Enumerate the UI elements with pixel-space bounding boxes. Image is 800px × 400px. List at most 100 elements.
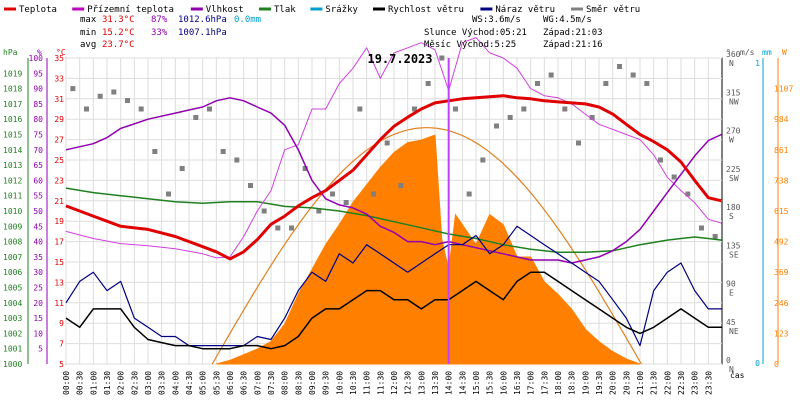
humidity-tick: 80 <box>33 115 43 124</box>
pressure-tick: 1015 <box>3 131 22 140</box>
direction-tick-value: 135 <box>726 241 741 250</box>
x-tick-label: 14:30 <box>458 371 467 395</box>
stats-avg-temp: 23.7°C <box>102 40 135 50</box>
wind-direction-point <box>644 81 650 86</box>
pressure-tick: 1019 <box>3 69 22 78</box>
wind-direction-point <box>398 183 404 188</box>
x-tick-label: 16:30 <box>513 371 522 395</box>
x-tick-label: 04:00 <box>171 371 180 395</box>
wind-direction-point <box>562 106 568 112</box>
wind-direction-point <box>275 225 281 231</box>
temp-tick: 25 <box>54 156 64 165</box>
astro-moon-set: Západ:21:16 <box>543 40 603 50</box>
humidity-tick: 30 <box>33 268 43 277</box>
direction-tick-value: 225 <box>726 165 741 174</box>
wind-direction-point <box>220 149 226 154</box>
wind-direction-point <box>343 200 349 205</box>
wind-direction-point <box>425 81 431 86</box>
x-tick-label: 03:30 <box>158 371 167 395</box>
x-tick-label: 22:30 <box>677 371 686 395</box>
x-tick-label: 09:00 <box>308 371 317 395</box>
pressure-unit: hPa <box>3 48 18 57</box>
humidity-tick: 70 <box>33 146 43 155</box>
legend-label-gust: Náraz větru <box>495 5 555 15</box>
x-tick-label: 01:30 <box>103 371 112 395</box>
pressure-tick: 1011 <box>3 192 22 201</box>
wind-direction-point <box>207 106 212 112</box>
wind-tick: 1 <box>755 59 760 68</box>
x-tick-label: 03:00 <box>144 371 153 395</box>
x-tick-label: 13:30 <box>431 371 440 395</box>
x-tick-label: 05:30 <box>212 371 221 395</box>
x-tick-label: 15:00 <box>472 371 481 395</box>
humidity-tick: 65 <box>33 161 43 170</box>
x-tick-label: 04:30 <box>185 371 194 395</box>
wind-direction-point <box>261 208 267 214</box>
x-tick-label: 11:00 <box>363 371 372 395</box>
wind-direction-point <box>480 157 486 163</box>
stats-min-temp: 15.2°C <box>102 28 135 38</box>
x-axis-label: čas <box>730 370 745 380</box>
wind-direction-point <box>712 234 718 239</box>
humidity-tick: 100 <box>29 54 44 63</box>
x-tick-label: 21:00 <box>636 371 645 395</box>
temp-tick: 9 <box>59 319 64 328</box>
temp-unit: °C <box>56 48 66 57</box>
direction-tick-label: SW <box>729 174 739 183</box>
direction-tick-value: 270 <box>726 127 741 136</box>
x-tick-label: 00:00 <box>62 371 71 395</box>
wind-direction-point <box>576 140 581 146</box>
wind-direction-point <box>166 191 171 197</box>
pressure-tick: 1000 <box>3 360 22 369</box>
astro-sun: Slunce Východ:05:21 <box>424 28 527 38</box>
x-tick-label: 17:30 <box>540 371 549 395</box>
wind-tick: 0 <box>755 359 760 368</box>
x-tick-label: 07:30 <box>267 371 276 395</box>
solar-unit: W <box>782 48 787 57</box>
wind-direction-point <box>234 157 240 163</box>
direction-tick-label: W <box>729 136 734 145</box>
legend-label-feels: Přízemní teplota <box>87 5 174 15</box>
humidity-tick: 10 <box>33 329 43 338</box>
stats-max-humidity: 87% <box>151 15 168 25</box>
pressure-tick: 1014 <box>3 146 22 155</box>
solar-tick: 861 <box>774 146 789 155</box>
direction-tick-label: NE <box>729 327 739 336</box>
wind-direction-point <box>97 93 103 99</box>
astro-wg: WG:4.5m/s <box>543 15 592 25</box>
direction-tick-value: 180 <box>726 203 741 212</box>
legend-label-wind: Rychlost větru <box>388 5 464 15</box>
wind-direction-point <box>494 123 499 129</box>
x-tick-label: 01:00 <box>89 371 98 395</box>
x-tick-label: 08:00 <box>281 371 290 395</box>
wind-direction-point <box>658 157 663 163</box>
solar-tick: 1107 <box>774 85 793 94</box>
temp-tick: 31 <box>54 95 64 104</box>
gust-line <box>65 225 722 347</box>
pressure-tick: 1005 <box>3 284 22 293</box>
direction-tick-label: S <box>729 212 734 221</box>
wind-direction-point <box>179 166 185 171</box>
x-tick-label: 11:30 <box>376 371 385 395</box>
wind-direction-point <box>302 166 308 171</box>
direction-tick-label: N <box>729 365 734 374</box>
x-tick-label: 19:30 <box>595 371 604 395</box>
temp-tick: 11 <box>54 299 64 308</box>
pressure-tick: 1003 <box>3 314 22 323</box>
wind-speed-line <box>65 271 722 350</box>
x-tick-label: 18:30 <box>568 371 577 395</box>
x-tick-label: 06:00 <box>226 371 235 395</box>
wind-direction-point <box>439 55 445 61</box>
x-tick-label: 02:30 <box>130 371 139 395</box>
stats-max-temp: 31.3°C <box>102 15 135 25</box>
stats-max-rain: 0.0mm <box>234 15 261 25</box>
pressure-tick: 1004 <box>3 299 22 308</box>
pressure-tick: 1018 <box>3 85 22 94</box>
direction-tick-value: 360 <box>726 50 741 59</box>
direction-tick-label: NW <box>729 97 739 106</box>
temp-tick: 33 <box>54 74 64 83</box>
pressure-tick: 1008 <box>3 238 22 247</box>
solar-tick: 738 <box>774 176 789 185</box>
x-tick-label: 13:00 <box>417 371 426 395</box>
wind-direction-point <box>384 140 390 146</box>
